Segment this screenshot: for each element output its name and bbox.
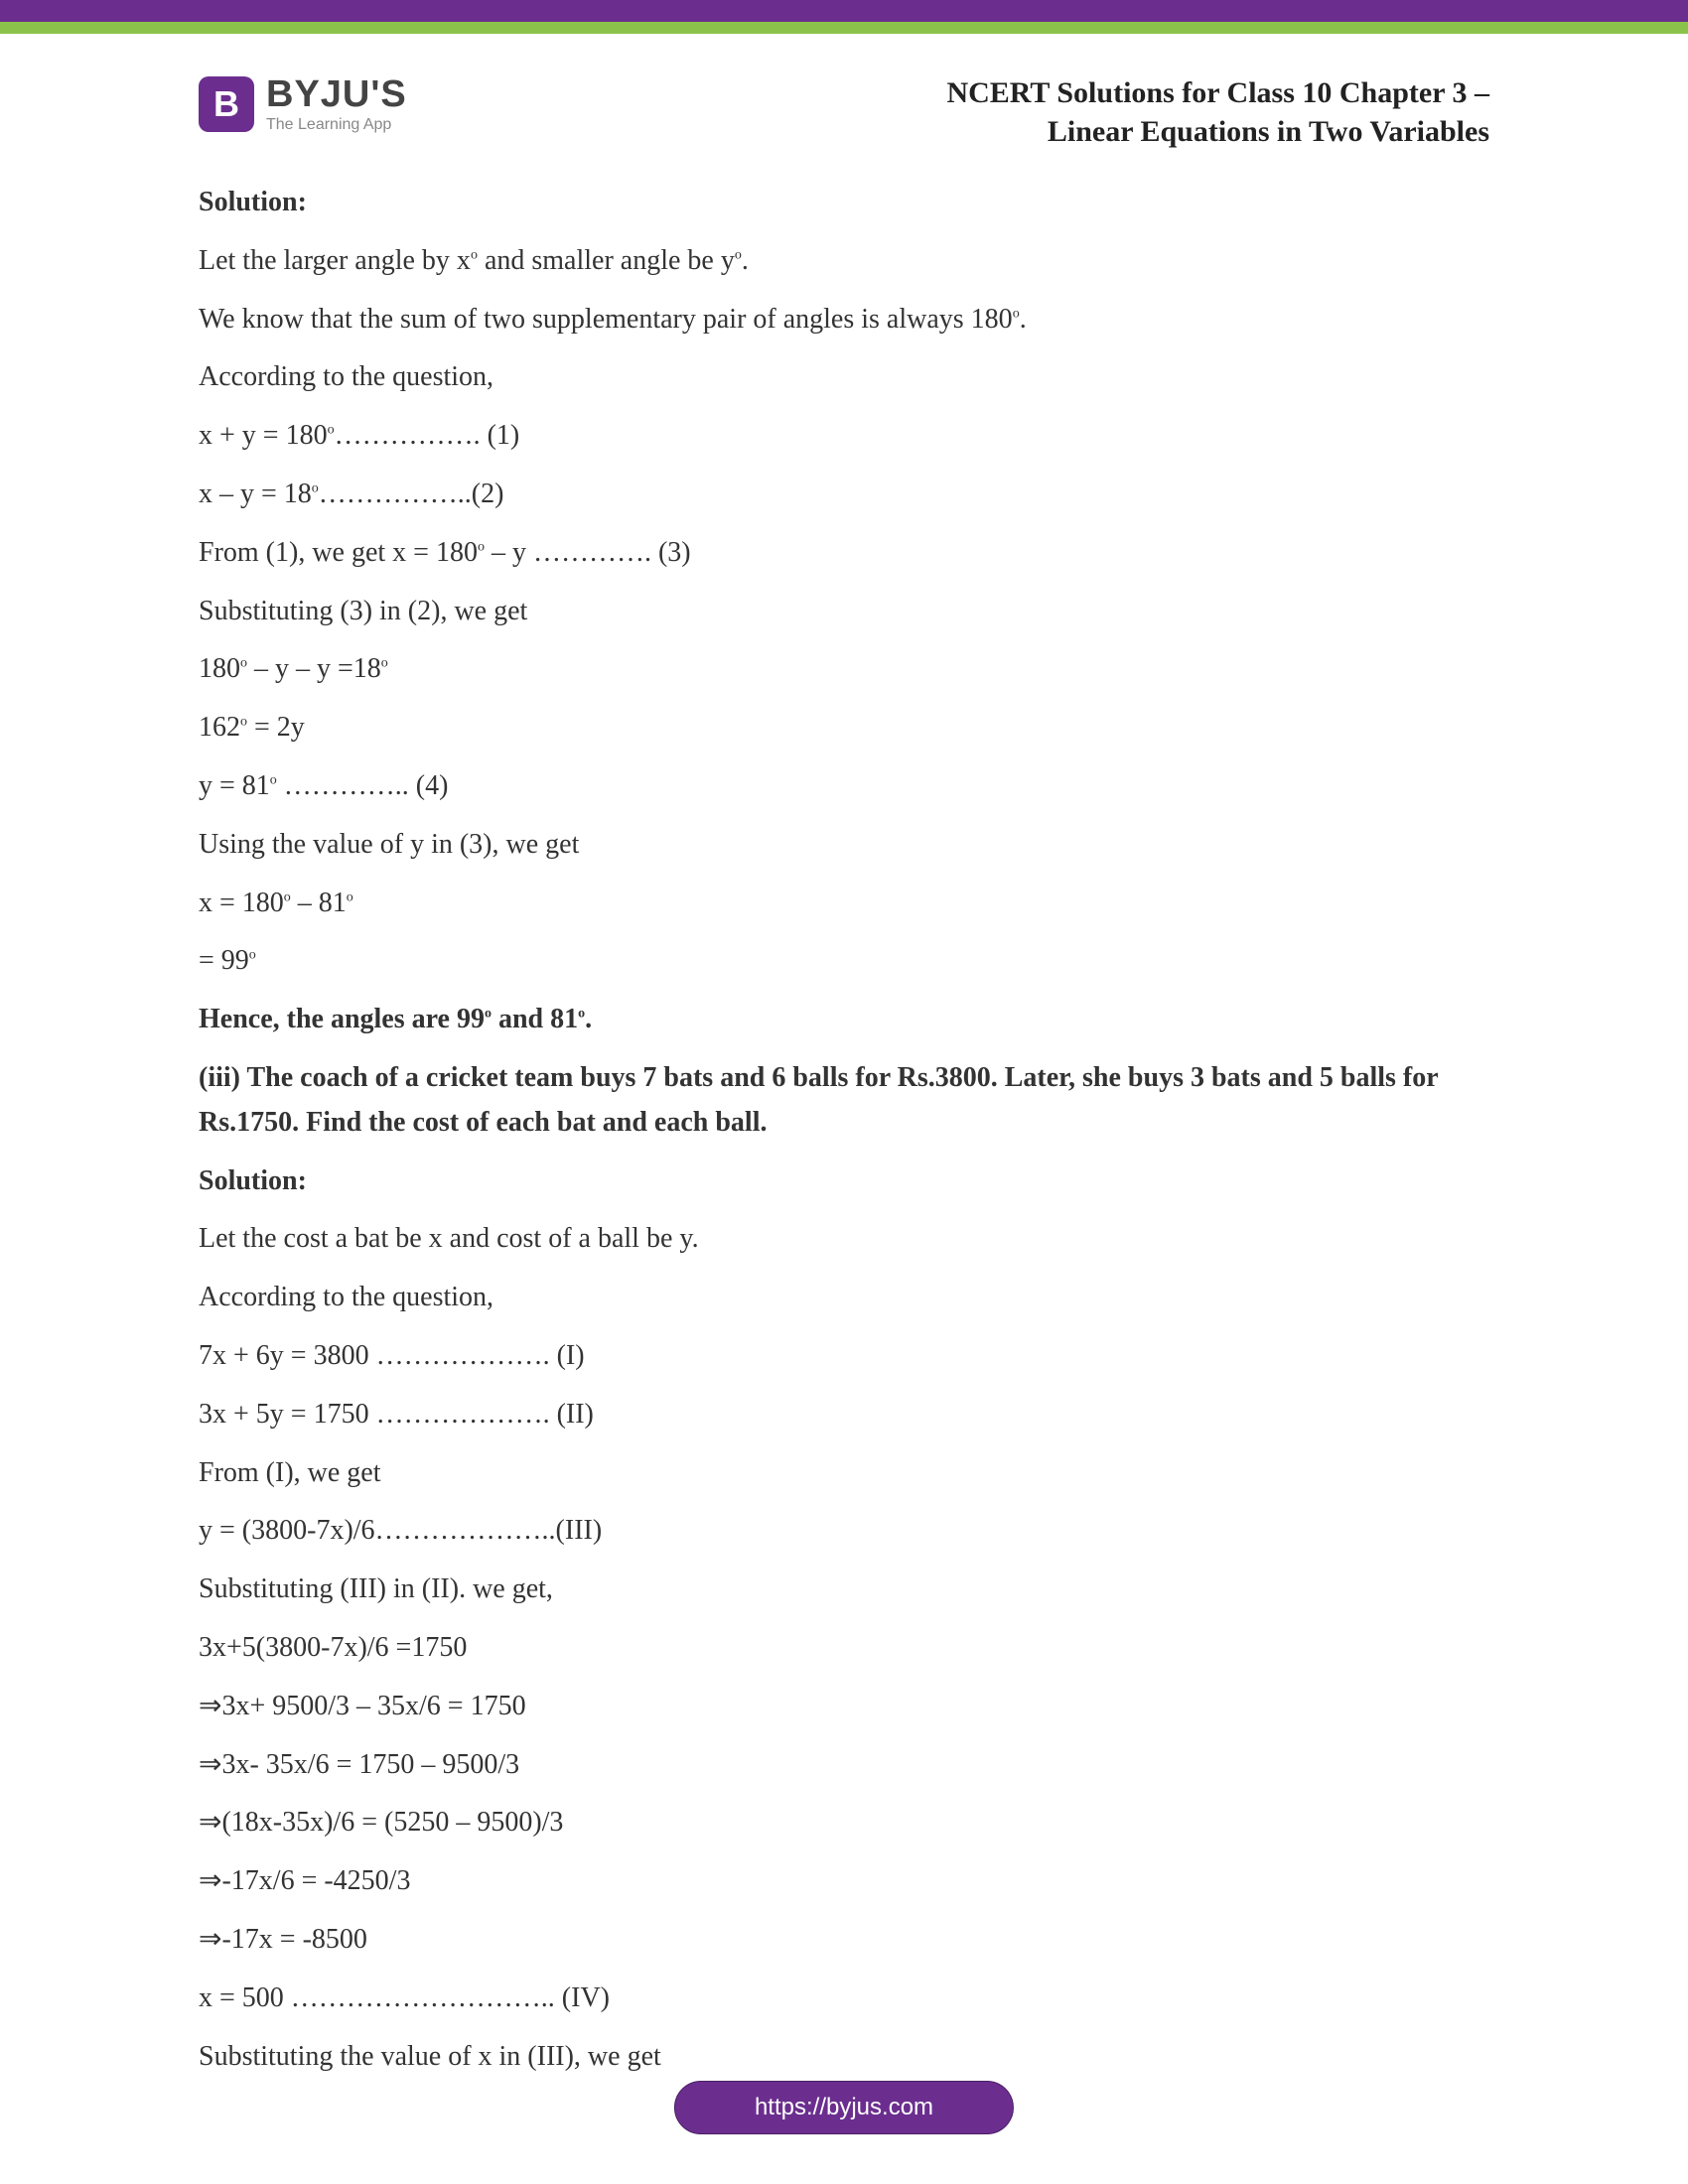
line-8: 180o – y – y =18o <box>199 647 1489 692</box>
content: Solution: Let the larger angle by xo and… <box>0 171 1688 2079</box>
m-line-15: Substituting the value of x in (III), we… <box>199 2035 1489 2080</box>
logo-text-block: BYJU'S The Learning App <box>266 73 407 134</box>
logo: B BYJU'S The Learning App <box>199 73 407 134</box>
m-line-9: ⇒3x+ 9500/3 – 35x/6 = 1750 <box>199 1685 1489 1729</box>
m-line-10: ⇒3x- 35x/6 = 1750 – 9500/3 <box>199 1743 1489 1788</box>
solution-label-1: Solution: <box>199 181 1489 225</box>
top-purple-bar <box>0 0 1688 22</box>
answer-1: Hence, the angles are 99o and 81o. <box>199 998 1489 1042</box>
line-6: From (1), we get x = 180o – y …………. (3) <box>199 531 1489 576</box>
line-11: Using the value of y in (3), we get <box>199 823 1489 868</box>
page-title: NCERT Solutions for Class 10 Chapter 3 –… <box>946 73 1489 151</box>
title-line-2: Linear Equations in Two Variables <box>946 112 1489 151</box>
logo-tagline: The Learning App <box>266 116 407 134</box>
m-line-3: 7x + 6y = 3800 ………………. (I) <box>199 1334 1489 1379</box>
m-line-1: Let the cost a bat be x and cost of a ba… <box>199 1217 1489 1262</box>
line-4: x + y = 180o……………. (1) <box>199 414 1489 459</box>
m-line-13: ⇒-17x = -8500 <box>199 1918 1489 1963</box>
m-line-8: 3x+5(3800-7x)/6 =1750 <box>199 1626 1489 1671</box>
m-line-11: ⇒(18x-35x)/6 = (5250 – 9500)/3 <box>199 1801 1489 1845</box>
question-2: (iii) The coach of a cricket team buys 7… <box>199 1056 1489 1146</box>
line-2: We know that the sum of two supplementar… <box>199 298 1489 342</box>
line-9: 162o = 2y <box>199 706 1489 751</box>
m-line-14: x = 500 ……………………….. (IV) <box>199 1977 1489 2021</box>
m-line-2: According to the question, <box>199 1276 1489 1320</box>
m-line-7: Substituting (III) in (II). we get, <box>199 1568 1489 1612</box>
m-line-4: 3x + 5y = 1750 ………………. (II) <box>199 1393 1489 1437</box>
solution-label-2: Solution: <box>199 1160 1489 1204</box>
m-line-6: y = (3800-7x)/6………………..(III) <box>199 1509 1489 1554</box>
logo-icon: B <box>199 76 254 132</box>
title-line-1: NCERT Solutions for Class 10 Chapter 3 – <box>946 73 1489 112</box>
line-10: y = 81o ………….. (4) <box>199 764 1489 809</box>
line-13: = 99o <box>199 939 1489 984</box>
line-7: Substituting (3) in (2), we get <box>199 590 1489 634</box>
top-green-bar <box>0 22 1688 34</box>
line-3: According to the question, <box>199 355 1489 400</box>
line-12: x = 180o – 81o <box>199 882 1489 926</box>
line-5: x – y = 18o……………..(2) <box>199 473 1489 517</box>
m-line-12: ⇒-17x/6 = -4250/3 <box>199 1859 1489 1904</box>
logo-name: BYJU'S <box>266 73 407 116</box>
footer-url-pill[interactable]: https://byjus.com <box>674 2081 1014 2134</box>
line-1: Let the larger angle by xo and smaller a… <box>199 239 1489 284</box>
header: B BYJU'S The Learning App NCERT Solution… <box>0 34 1688 171</box>
m-line-5: From (I), we get <box>199 1451 1489 1496</box>
